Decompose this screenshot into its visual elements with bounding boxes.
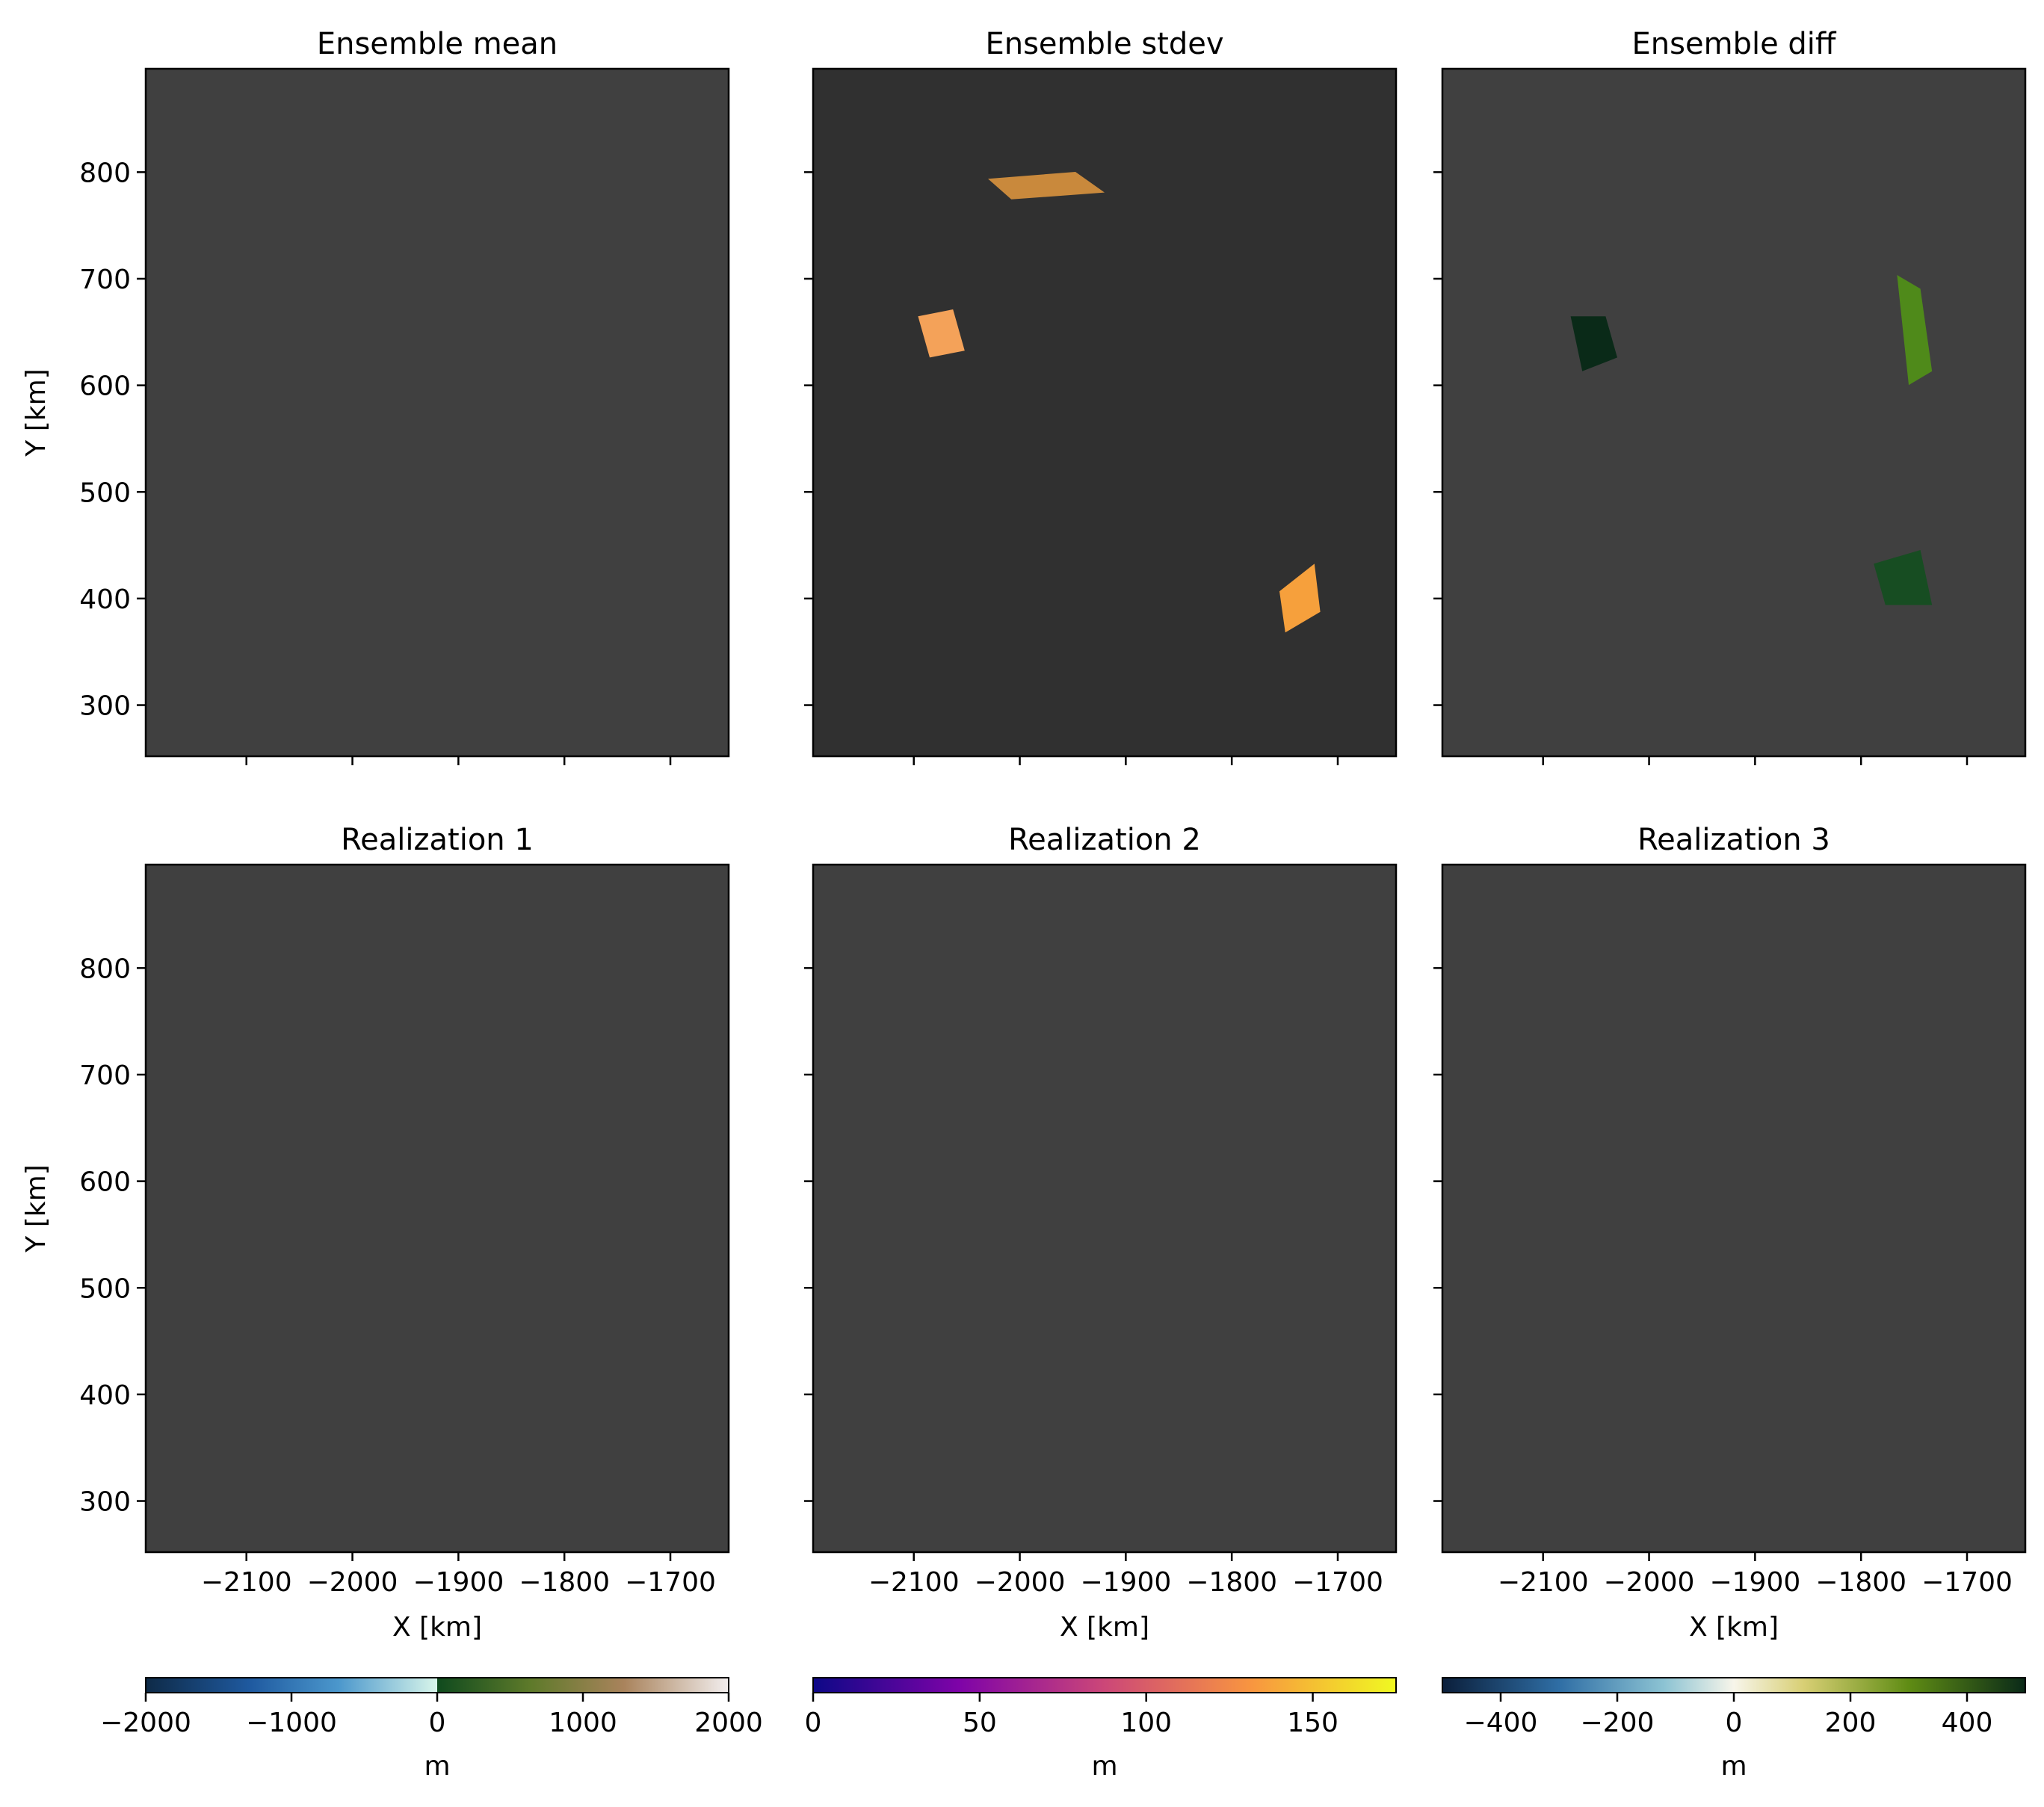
x-axis-label: X [km]	[1689, 1612, 1779, 1643]
x-tick-label: −2100	[201, 1567, 292, 1598]
panel-title: Ensemble diff	[1632, 27, 1837, 61]
colorbar-3: −400 −200 0 200 400 m	[1442, 1677, 2026, 1782]
panel-image	[146, 69, 729, 756]
colorbar-label: m	[1091, 1751, 1117, 1782]
y-tick-label: 500	[79, 478, 131, 508]
colorbar-tick-label: −200	[1581, 1708, 1655, 1738]
panel-title: Realization 2	[1008, 823, 1201, 857]
x-tick-label: −2000	[307, 1567, 398, 1598]
panel-frame	[1441, 67, 2027, 758]
y-tick-label: 300	[79, 691, 131, 722]
x-tick-label: −1900	[1080, 1567, 1171, 1598]
y-tick-label: 400	[79, 1380, 131, 1411]
y-tick-label: 700	[79, 1060, 131, 1091]
x-tick-label: −1800	[519, 1567, 610, 1598]
y-tick-label: 300	[79, 1487, 131, 1518]
x-tick-label: −1700	[1921, 1567, 2013, 1598]
panel-frame	[144, 863, 730, 1554]
colorbar-tick-label: 2000	[694, 1708, 763, 1738]
panel-3: Ensemble diff	[1433, 27, 2027, 765]
colorbar-tick-label: 0	[429, 1708, 446, 1738]
colorbar-tick-label: 100	[1120, 1708, 1172, 1738]
y-tick-label: 400	[79, 584, 131, 615]
panel-title: Ensemble stdev	[985, 27, 1223, 61]
colorbar-tick-label: −1000	[246, 1708, 337, 1738]
colorbar-tick-label: 50	[963, 1708, 997, 1738]
x-tick-label: −1700	[625, 1567, 716, 1598]
y-tick-label: 500	[79, 1273, 131, 1304]
panel-image	[813, 865, 1396, 1552]
y-tick-label: 800	[79, 158, 131, 188]
panel-4: Realization 1 −2100 −2000 −1900 −1800 −1700 30…	[21, 823, 730, 1643]
colorbar-gradient	[145, 1677, 729, 1693]
colorbar-tick-label: 400	[1942, 1708, 1993, 1738]
colorbar-tick-label: 1000	[549, 1708, 617, 1738]
panel-frame	[812, 863, 1398, 1554]
x-tick-label: −2100	[868, 1567, 960, 1598]
x-tick-label: −1900	[1709, 1567, 1800, 1598]
colorbar-tick-label: −2000	[100, 1708, 191, 1738]
panel-frame	[144, 67, 730, 758]
panel-6: Realization 3 −2100 −2000 −1900 −1800 −1700 X …	[1433, 823, 2027, 1643]
x-axis-label: X [km]	[1060, 1612, 1149, 1643]
panel-title: Realization 3	[1637, 823, 1830, 857]
colorbar-tick-label: −400	[1464, 1708, 1538, 1738]
panel-5: Realization 2 −2100 −2000 −1900 −1800 −1700 X …	[804, 823, 1398, 1643]
panel-image	[813, 69, 1396, 756]
x-tick-label: −2100	[1498, 1567, 1589, 1598]
panel-image	[146, 865, 729, 1552]
panel-image	[1442, 69, 2025, 756]
colorbar-gradient	[812, 1677, 1397, 1693]
y-tick-label: 600	[79, 1167, 131, 1198]
x-tick-label: −1800	[1815, 1567, 1906, 1598]
y-tick-label: 600	[79, 371, 131, 402]
y-axis-label: Y [km]	[21, 368, 52, 457]
x-tick-label: −1800	[1186, 1567, 1277, 1598]
x-tick-label: −2000	[975, 1567, 1066, 1598]
panel-title: Realization 1	[341, 823, 534, 857]
colorbar-tick-label: 0	[805, 1708, 822, 1738]
y-tick-label: 800	[79, 954, 131, 984]
panel-1: Ensemble mean 300 400 500 600 700 800 Y [km]	[21, 27, 730, 765]
colorbar-gradient	[1442, 1677, 2026, 1693]
x-axis-label: X [km]	[392, 1612, 482, 1643]
colorbar-tick-label: 0	[1726, 1708, 1743, 1738]
colorbar-1: −2000 −1000 0 1000 2000 m	[100, 1677, 763, 1782]
x-tick-label: −1900	[413, 1567, 504, 1598]
colorbar-label: m	[424, 1751, 450, 1782]
panel-2: Ensemble stdev	[804, 27, 1398, 765]
colorbar-label: m	[1720, 1751, 1747, 1782]
x-tick-label: −1700	[1292, 1567, 1383, 1598]
y-axis-label: Y [km]	[21, 1164, 52, 1252]
colorbar-tick-label: 150	[1287, 1708, 1339, 1738]
y-tick-label: 700	[79, 265, 131, 295]
panel-frame	[812, 67, 1398, 758]
panel-title: Ensemble mean	[317, 27, 558, 61]
colorbar-2: 0 50 100 150 m	[805, 1677, 1397, 1782]
panel-frame	[1441, 863, 2027, 1554]
panel-image	[1442, 865, 2025, 1552]
colorbar-tick-label: 200	[1825, 1708, 1877, 1738]
x-tick-label: −2000	[1604, 1567, 1695, 1598]
